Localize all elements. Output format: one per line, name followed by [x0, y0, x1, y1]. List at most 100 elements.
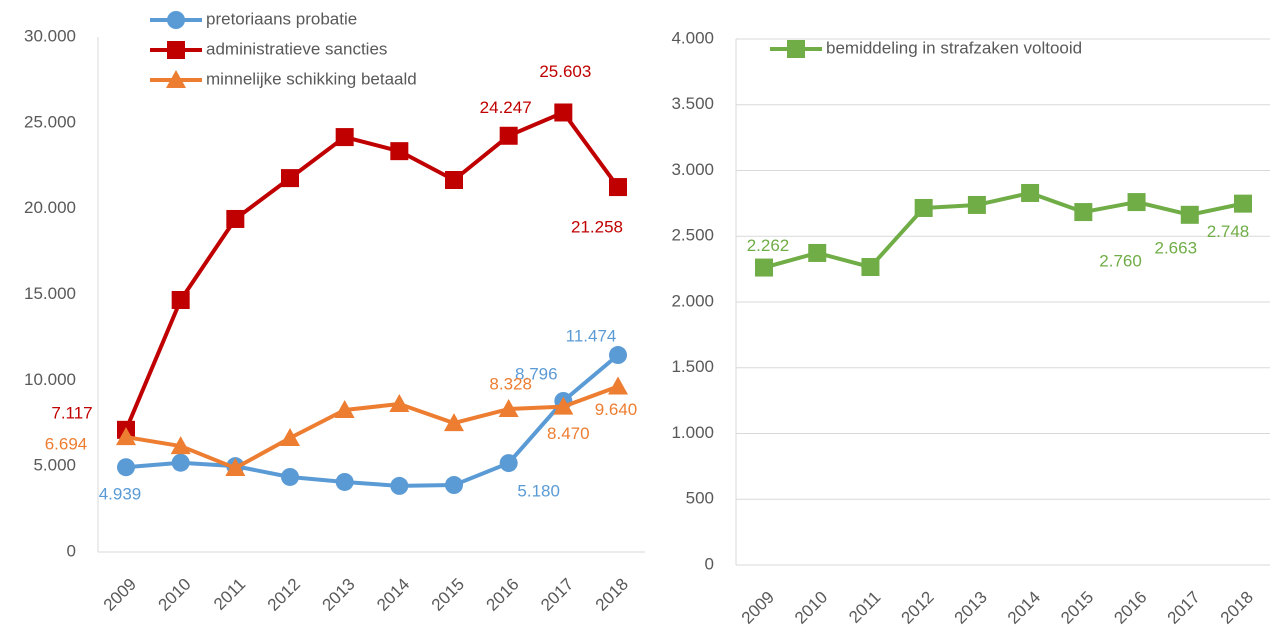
data-label: 24.247: [480, 98, 532, 117]
data-label: 9.640: [595, 400, 638, 419]
y-tick-label: 10.000: [24, 370, 76, 389]
y-tick-label: 5.000: [33, 456, 76, 475]
x-tick-label: 2016: [1110, 588, 1150, 626]
marker: [1234, 194, 1252, 213]
marker: [1074, 203, 1093, 222]
x-tick-label: 2009: [100, 575, 140, 615]
marker: [390, 142, 409, 161]
marker: [335, 472, 354, 491]
data-label: 5.180: [517, 482, 560, 501]
y-tick-label: 500: [686, 489, 714, 508]
data-label: 6.694: [45, 435, 88, 454]
marker: [553, 396, 574, 415]
marker: [1127, 193, 1146, 212]
marker: [808, 243, 827, 262]
series-line: [763, 190, 1244, 270]
y-tick-label: 2.000: [671, 291, 714, 310]
marker: [167, 41, 185, 59]
marker: [498, 399, 519, 418]
x-tick-label: 2011: [210, 575, 249, 614]
y-tick-label: 1.000: [671, 423, 714, 442]
legend-label: pretoriaans probatie: [206, 9, 357, 28]
x-tick-label: 2012: [264, 575, 304, 615]
legend-label: bemiddeling in strafzaken voltooid: [826, 38, 1082, 57]
marker: [445, 476, 463, 495]
x-tick-label: 2016: [482, 575, 522, 615]
x-tick-label: 2017: [537, 575, 577, 615]
marker: [170, 436, 191, 455]
marker: [117, 458, 135, 477]
y-tick-label: 3.500: [671, 94, 714, 113]
x-tick-label: 2013: [318, 575, 358, 615]
marker: [116, 427, 136, 446]
data-label: 2.760: [1099, 252, 1142, 271]
data-label: 11.474: [566, 327, 617, 346]
legend-label: minnelijke schikking betaald: [206, 69, 417, 88]
y-tick-label: 2.500: [671, 226, 714, 245]
marker: [967, 195, 986, 214]
marker: [334, 400, 355, 419]
data-label: 2.262: [747, 236, 790, 255]
series-line: [124, 110, 620, 431]
x-tick-label: 2011: [845, 588, 884, 626]
x-tick-label: 2015: [1057, 588, 1097, 626]
y-tick-label: 20.000: [24, 198, 76, 217]
x-tick-label: 2017: [1164, 588, 1204, 626]
x-tick-label: 2015: [428, 575, 468, 615]
marker: [171, 453, 190, 472]
y-tick-label: 25.000: [24, 112, 76, 131]
data-label: 2.748: [1207, 222, 1250, 241]
marker: [335, 128, 354, 147]
y-tick-label: 15.000: [24, 284, 76, 303]
marker: [755, 258, 773, 277]
marker: [225, 458, 246, 477]
y-tick-label: 4.000: [671, 28, 714, 47]
marker: [444, 413, 464, 432]
marker: [167, 11, 185, 29]
marker: [281, 467, 299, 486]
data-label: 2.663: [1155, 238, 1198, 257]
marker: [389, 394, 410, 413]
legend-label: administratieve sancties: [206, 39, 387, 58]
x-tick-label: 2014: [1004, 588, 1044, 626]
marker: [171, 290, 190, 309]
data-label: 21.258: [571, 218, 623, 237]
x-tick-label: 2013: [951, 588, 991, 626]
series-line: [125, 353, 620, 488]
series-line: [125, 384, 619, 471]
x-tick-label: 2018: [592, 575, 632, 615]
marker: [861, 258, 880, 277]
marker: [914, 198, 933, 217]
marker: [166, 70, 186, 88]
marker: [1021, 183, 1040, 202]
data-label: 4.939: [99, 485, 142, 504]
marker: [390, 476, 409, 495]
marker: [609, 346, 627, 365]
x-tick-label: 2010: [791, 588, 831, 626]
data-label: 8.328: [489, 375, 532, 394]
y-tick-label: 0: [705, 554, 714, 573]
marker: [499, 126, 518, 145]
marker: [499, 454, 518, 473]
y-tick-label: 0: [67, 541, 76, 560]
data-label: 8.470: [547, 424, 590, 443]
marker: [281, 169, 299, 188]
marker: [226, 209, 245, 228]
marker: [554, 103, 573, 122]
marker: [445, 170, 463, 189]
y-tick-label: 3.000: [671, 160, 714, 179]
marker: [787, 40, 805, 58]
marker: [608, 376, 628, 395]
y-tick-label: 30.000: [24, 26, 76, 45]
data-label: 25.603: [539, 62, 591, 81]
x-tick-label: 2009: [738, 588, 778, 626]
y-tick-label: 1.500: [671, 357, 714, 376]
data-label: 8.796: [515, 364, 558, 383]
marker: [280, 428, 300, 447]
x-tick-label: 2012: [897, 588, 937, 626]
x-tick-label: 2010: [154, 575, 194, 615]
marker: [1180, 205, 1199, 224]
x-tick-label: 2018: [1217, 588, 1257, 626]
x-tick-label: 2014: [373, 575, 413, 615]
